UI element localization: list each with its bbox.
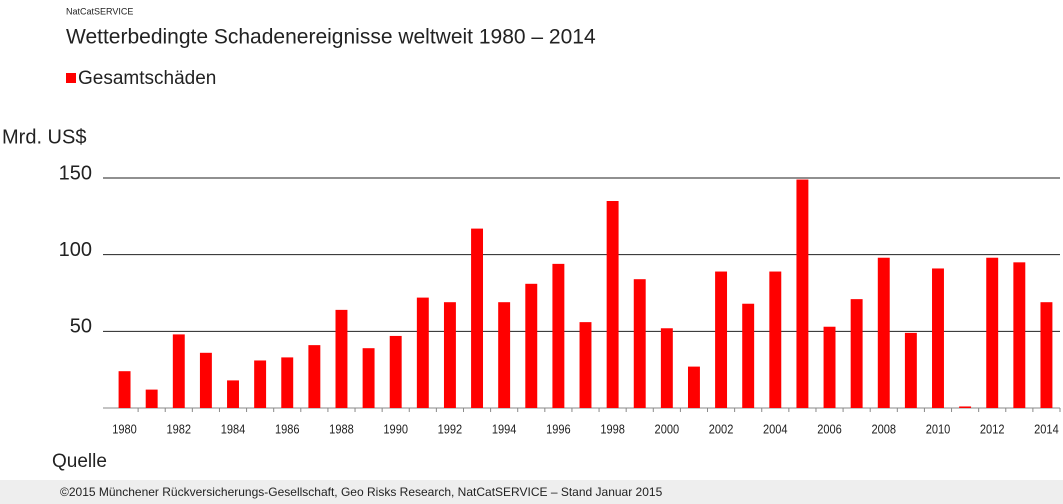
bar bbox=[254, 360, 267, 408]
bar bbox=[552, 263, 565, 408]
x-tick-label: 2000 bbox=[655, 422, 680, 437]
source-text: ©2015 Münchener Rückversicherungs-Gesell… bbox=[60, 485, 663, 499]
bar bbox=[416, 297, 429, 408]
bar bbox=[959, 406, 972, 408]
bar bbox=[525, 283, 538, 408]
bar bbox=[769, 271, 782, 408]
bar bbox=[281, 357, 294, 408]
bar bbox=[823, 326, 836, 408]
x-tick-label: 2014 bbox=[1034, 422, 1059, 437]
bar bbox=[335, 309, 348, 408]
y-tick-label: 50 bbox=[70, 316, 92, 338]
bar bbox=[606, 201, 619, 408]
bar bbox=[660, 328, 673, 408]
x-tick-label: 1992 bbox=[438, 422, 463, 437]
bar bbox=[1040, 302, 1053, 408]
bar bbox=[1013, 262, 1026, 408]
chart-title: Wetterbedingte Schadenereignisse weltwei… bbox=[66, 26, 596, 49]
bar bbox=[362, 348, 375, 408]
bar bbox=[904, 332, 917, 408]
bar bbox=[796, 179, 809, 408]
bar bbox=[471, 228, 484, 408]
legend-label: Gesamtschäden bbox=[78, 68, 216, 89]
x-tick-label: 1982 bbox=[167, 422, 192, 437]
bar bbox=[986, 257, 999, 408]
footer-band bbox=[0, 480, 1063, 504]
bar bbox=[118, 371, 131, 408]
y-axis-label: Mrd. US$ bbox=[2, 126, 86, 148]
x-tick-label: 1996 bbox=[546, 422, 571, 437]
x-tick-label: 1980 bbox=[112, 422, 137, 437]
x-tick-label: 2002 bbox=[709, 422, 734, 437]
x-tick-label: 2006 bbox=[817, 422, 842, 437]
bar bbox=[389, 335, 402, 408]
bar bbox=[932, 268, 944, 408]
legend-swatch bbox=[66, 73, 76, 83]
bar bbox=[308, 345, 321, 408]
y-tick-label: 150 bbox=[59, 162, 92, 184]
bar bbox=[687, 366, 700, 408]
x-tick-label: 1994 bbox=[492, 422, 517, 437]
bar bbox=[742, 303, 755, 408]
x-tick-label: 1984 bbox=[221, 422, 246, 437]
bar bbox=[877, 257, 890, 408]
x-tick-label: 1998 bbox=[600, 422, 625, 437]
bar bbox=[850, 299, 863, 408]
bar bbox=[199, 352, 212, 408]
bar bbox=[498, 302, 511, 408]
x-tick-label: 1986 bbox=[275, 422, 300, 437]
x-tick-label: 1988 bbox=[329, 422, 354, 437]
bar bbox=[145, 389, 158, 408]
bar bbox=[227, 380, 239, 408]
supertitle: NatCatSERVICE bbox=[66, 6, 133, 16]
source-label: Quelle bbox=[52, 451, 107, 472]
bar bbox=[715, 271, 728, 408]
bar bbox=[443, 302, 456, 408]
bar bbox=[579, 322, 592, 408]
bar bbox=[172, 334, 185, 408]
x-tick-label: 2010 bbox=[926, 422, 951, 437]
y-tick-label: 100 bbox=[59, 239, 92, 261]
x-tick-label: 2008 bbox=[871, 422, 896, 437]
x-tick-label: 2004 bbox=[763, 422, 788, 437]
x-tick-label: 2012 bbox=[980, 422, 1005, 437]
x-tick-label: 1990 bbox=[383, 422, 408, 437]
bar bbox=[633, 279, 646, 408]
